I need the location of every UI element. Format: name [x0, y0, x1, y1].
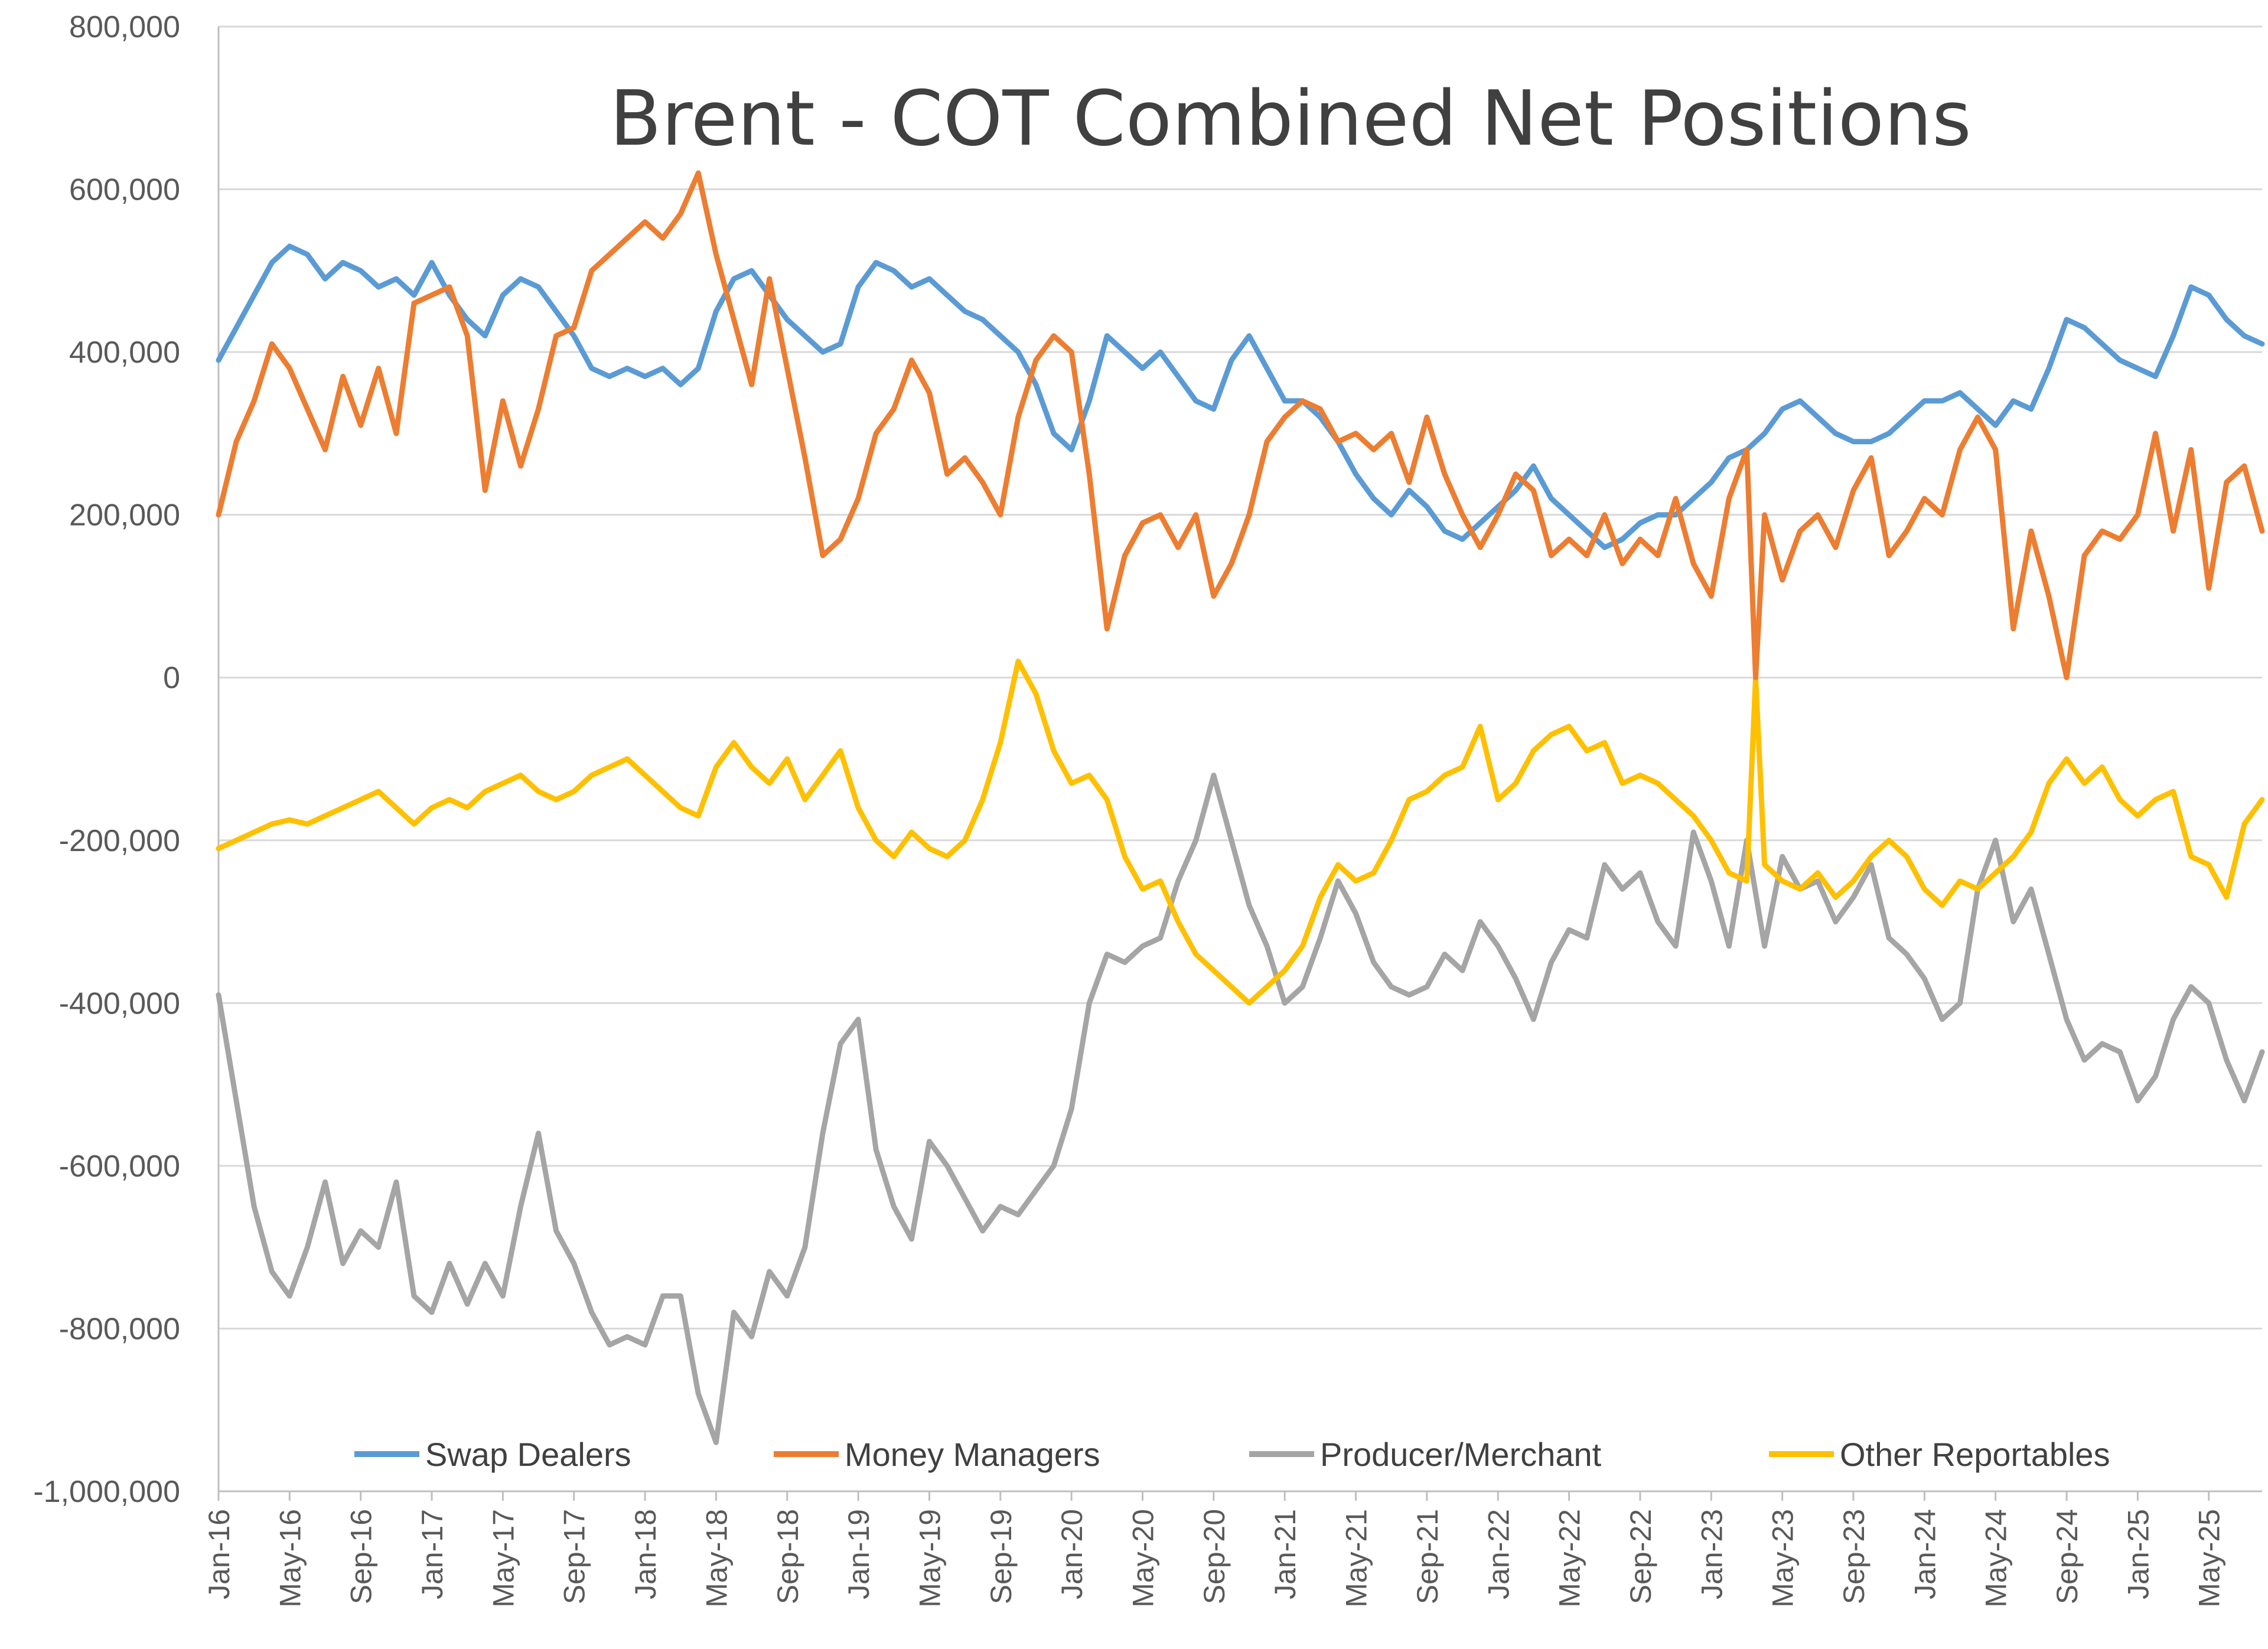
- x-tick-label: Jan-17: [416, 1509, 449, 1599]
- x-tick-label: Jan-24: [1908, 1509, 1941, 1599]
- x-tick-label: May-20: [1127, 1509, 1160, 1608]
- legend-label: Swap Dealers: [425, 1436, 631, 1473]
- x-tick-label: Jan-23: [1695, 1509, 1728, 1599]
- x-tick-label: Jan-25: [2122, 1509, 2155, 1599]
- y-tick-label: 200,000: [69, 498, 180, 533]
- y-tick-label: 0: [163, 661, 180, 695]
- x-tick-label: May-23: [1767, 1509, 1800, 1608]
- y-tick-label: -800,000: [59, 1312, 180, 1346]
- y-tick-label: 800,000: [69, 10, 180, 44]
- legend-label: Money Managers: [845, 1436, 1100, 1473]
- x-tick-label: Sep-16: [345, 1509, 378, 1604]
- y-tick-label: -200,000: [59, 824, 180, 858]
- x-tick-label: May-17: [487, 1509, 520, 1608]
- x-tick-label: Jan-20: [1055, 1509, 1089, 1599]
- x-tick-label: Sep-19: [985, 1509, 1018, 1604]
- chart-title: Brent - COT Combined Net Positions: [610, 75, 1972, 163]
- x-tick-label: Jan-18: [629, 1509, 662, 1599]
- legend-label: Other Reportables: [1840, 1436, 2110, 1473]
- y-tick-label: -1,000,000: [33, 1475, 180, 1509]
- x-tick-label: May-19: [913, 1509, 946, 1608]
- x-tick-label: May-21: [1340, 1509, 1373, 1608]
- x-tick-label: May-25: [2193, 1509, 2226, 1608]
- x-tick-label: Sep-21: [1411, 1509, 1444, 1604]
- x-tick-label: Sep-20: [1198, 1509, 1231, 1604]
- series-line-other-reportables: [216, 659, 2265, 1006]
- x-tick-label: May-16: [273, 1509, 307, 1608]
- x-tick-label: Jan-16: [203, 1509, 236, 1599]
- x-tick-label: Jan-21: [1269, 1509, 1302, 1599]
- x-tick-label: Sep-22: [1624, 1509, 1657, 1604]
- series-line-swap-dealers: [216, 243, 2265, 550]
- y-tick-label: -400,000: [59, 986, 180, 1021]
- legend: Swap Dealers Money Managers Producer/Merch…: [354, 1436, 2110, 1473]
- series-line-producer-merchant: [216, 773, 2265, 1445]
- gridlines: [219, 25, 2262, 1492]
- x-tick-label: May-22: [1553, 1509, 1586, 1608]
- y-tick-label: 600,000: [69, 173, 180, 207]
- x-tick-label: Sep-23: [1837, 1509, 1871, 1604]
- y-tick-label: -600,000: [59, 1149, 180, 1184]
- x-tick-label: May-24: [1980, 1509, 2013, 1608]
- axes: 800,000 600,000 400,000 200,000 0 -200,000 -40…: [33, 10, 2262, 1608]
- x-tick-label: Jan-22: [1482, 1509, 1515, 1599]
- x-tick-label: Sep-17: [558, 1509, 591, 1604]
- x-tick-label: Jan-19: [842, 1509, 875, 1599]
- y-tick-label: 400,000: [69, 335, 180, 370]
- x-tick-label: Sep-18: [771, 1509, 804, 1604]
- series-layer: [216, 170, 2265, 1445]
- series-line-money-managers: [216, 170, 2265, 680]
- x-tick-label: May-18: [700, 1509, 733, 1608]
- x-tick-label: Sep-24: [2051, 1509, 2084, 1604]
- legend-label: Producer/Merchant: [1320, 1436, 1602, 1473]
